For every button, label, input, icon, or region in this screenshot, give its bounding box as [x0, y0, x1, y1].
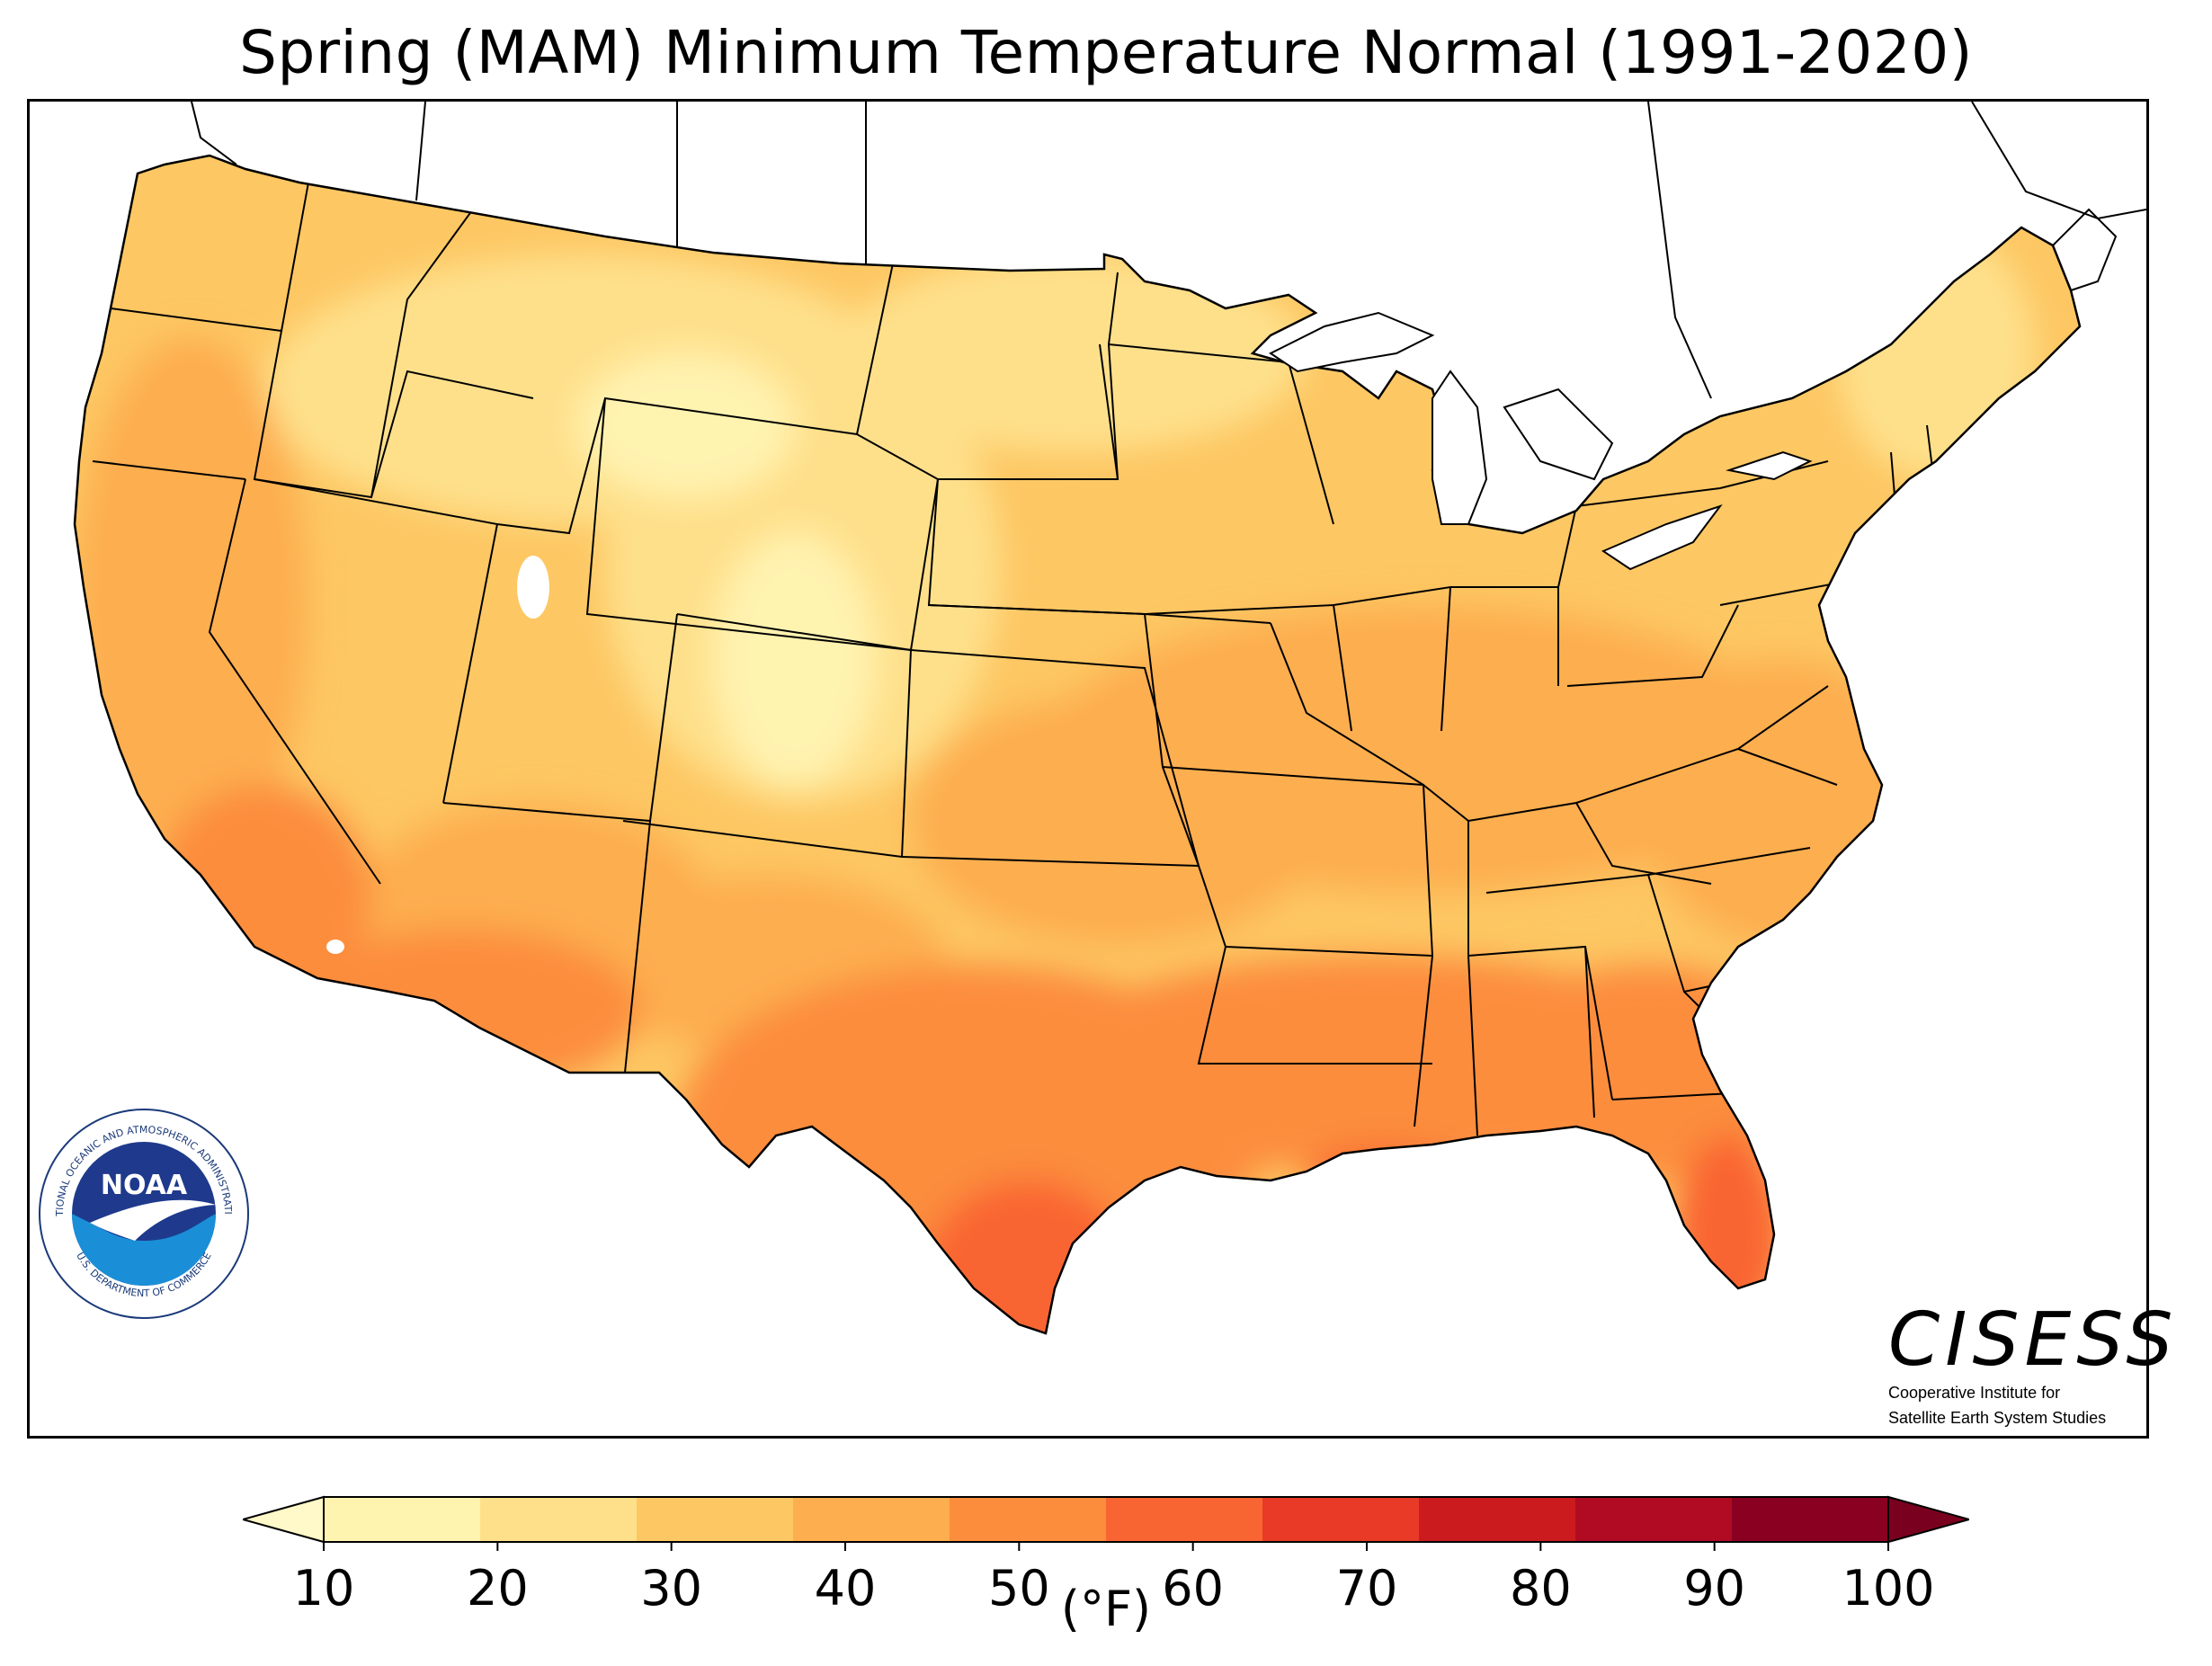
- map-frame: [27, 99, 2149, 1439]
- cisess-line1: Cooperative Institute for: [1888, 1384, 2061, 1402]
- colorbar-tick-label: 50: [988, 1560, 1050, 1617]
- colorbar-tick-label: 80: [1510, 1560, 1572, 1617]
- colorbar-tick-label: 60: [1162, 1560, 1224, 1617]
- colorbar-tick-label: 30: [640, 1560, 702, 1617]
- colorbar-tick-label: 40: [815, 1560, 877, 1617]
- neighbour-land-outlines: [191, 102, 2146, 399]
- colorbar-tick-label: 10: [293, 1560, 355, 1617]
- noaa-logo: NOAA NATIONAL OCEANIC AND ATMOSPHERIC AD…: [36, 1106, 249, 1319]
- colorbar-units: (°F): [1060, 1581, 1152, 1637]
- map-title: Spring (MAM) Minimum Temperature Normal …: [239, 18, 1973, 87]
- colorbar-segment: [480, 1497, 638, 1542]
- colorbar-border: [323, 1496, 1889, 1543]
- colorbar-segment: [637, 1497, 794, 1542]
- colorbar-segment: [1732, 1497, 1889, 1542]
- colorbar-tick-label: 20: [467, 1560, 529, 1617]
- cisess-line2: Satellite Earth System Studies: [1888, 1409, 2107, 1427]
- cisess-logo: CISESS Cooperative Institute for Satelli…: [1888, 1297, 2179, 1428]
- colorbar: 10 20 30 40 50 60 70 80 90 100: [243, 1495, 1969, 1617]
- colorbar-tick-label: 100: [1842, 1560, 1934, 1617]
- cisess-name: CISESS: [1888, 1297, 2179, 1383]
- colorbar-over-arrow: [1887, 1495, 1969, 1544]
- temperature-field: [75, 156, 2080, 1333]
- colorbar-segment: [1106, 1497, 1263, 1542]
- colorbar-segment: [793, 1497, 950, 1542]
- colorbar-segment: [1419, 1497, 1576, 1542]
- colorbar-segment: [324, 1497, 481, 1542]
- us-temperature-map: [73, 102, 2146, 1335]
- noaa-logo-text: NOAA: [101, 1170, 188, 1201]
- colorbar-segment: [1575, 1497, 1733, 1542]
- inland-water: [326, 556, 1803, 1301]
- colorbar-segment: [1262, 1497, 1420, 1542]
- colorbar-tick-label: 70: [1336, 1560, 1398, 1617]
- colorbar-tick-label: 90: [1683, 1560, 1745, 1617]
- colorbar-under-arrow: [243, 1495, 325, 1544]
- great-lakes: [1269, 311, 1813, 571]
- colorbar-segment: [950, 1497, 1107, 1542]
